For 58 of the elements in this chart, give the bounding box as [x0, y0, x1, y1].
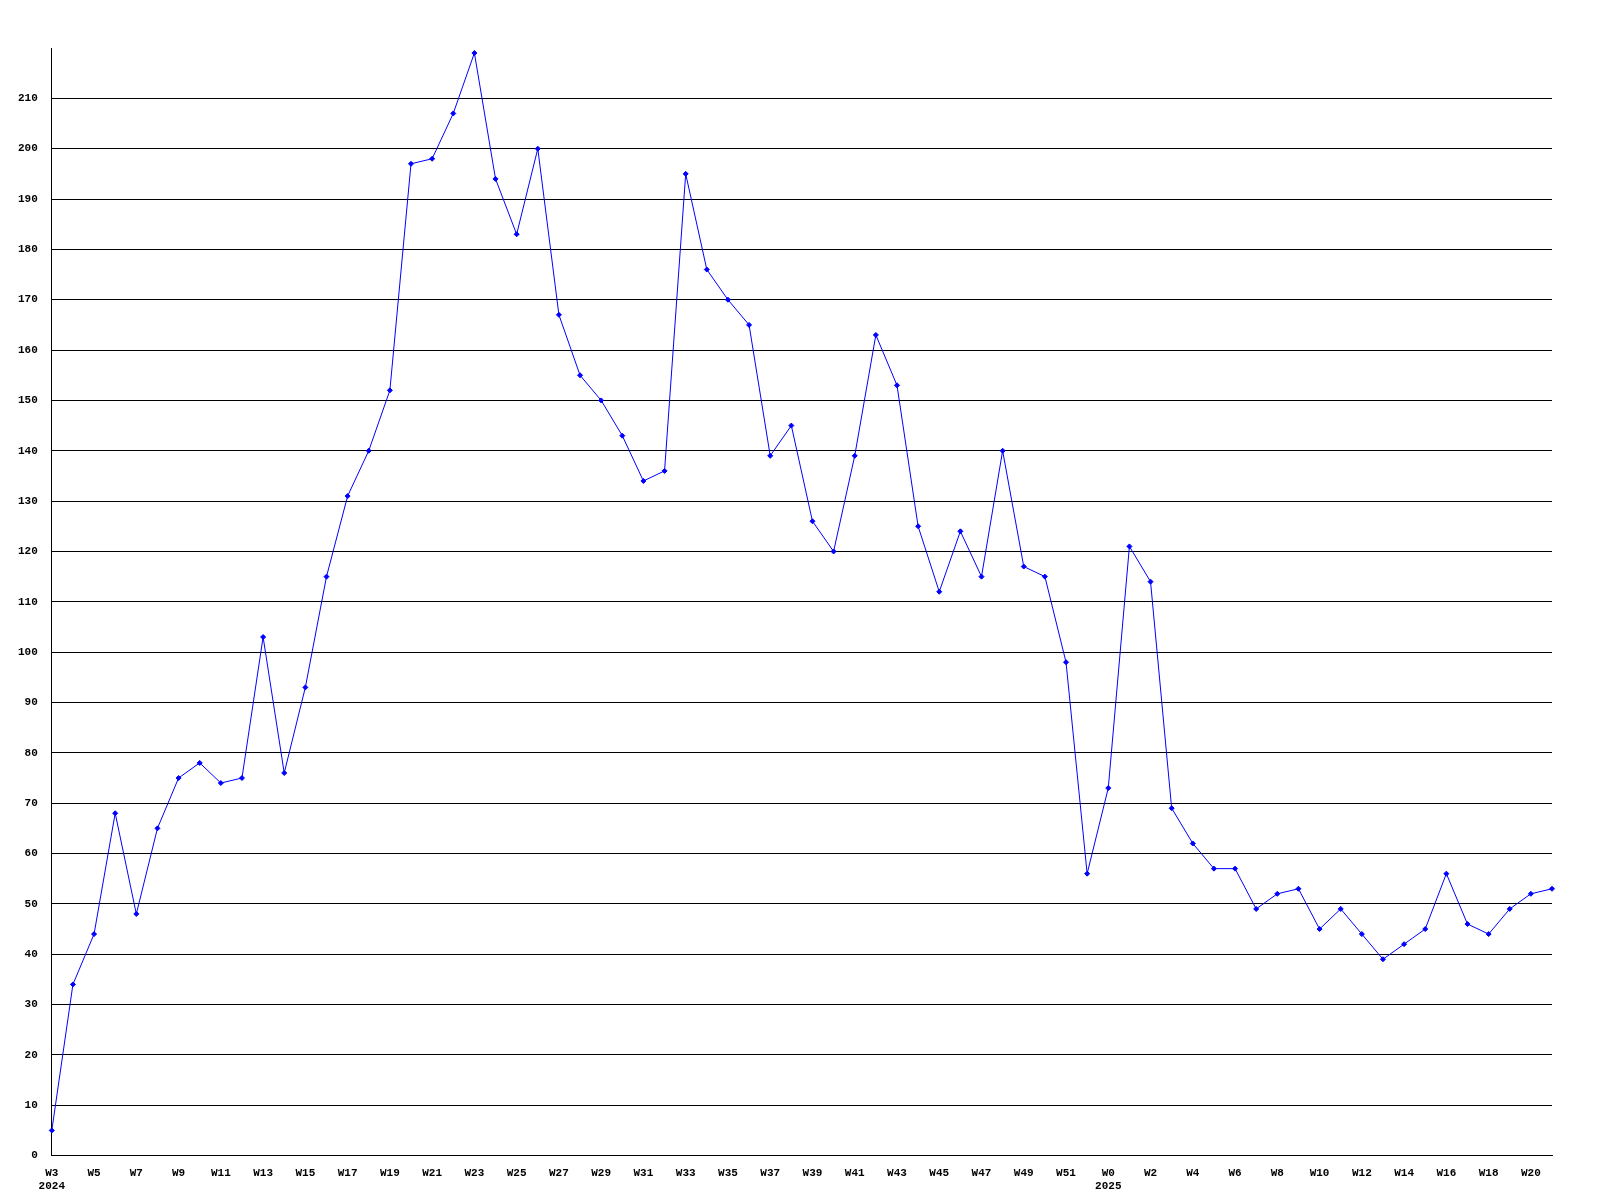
x-tick-label: W6 — [1228, 1166, 1242, 1179]
x-tick-label: W19 — [379, 1166, 400, 1179]
x-tick-label: W25 — [506, 1166, 527, 1179]
x-tick-label: W18 — [1478, 1166, 1499, 1179]
x-tick-label: W9 — [171, 1166, 186, 1179]
y-tick-label: 50 — [24, 897, 38, 910]
x-tick-label: W21 — [422, 1166, 443, 1179]
x-tick-label: W11 — [210, 1166, 232, 1179]
x-tick-label: W13 — [253, 1166, 274, 1179]
x-tick-label: W37 — [760, 1166, 781, 1179]
x-tick-label: W12 — [1351, 1166, 1372, 1179]
x-tick-label: W8 — [1270, 1166, 1285, 1179]
x-tick-label: W27 — [549, 1166, 569, 1179]
y-tick-label: 180 — [17, 243, 38, 256]
x-tick-label: W31 — [633, 1166, 654, 1179]
x-tick-label: W2 — [1143, 1166, 1158, 1179]
y-tick-label: 20 — [24, 1048, 38, 1061]
y-tick-label: 40 — [24, 947, 38, 960]
x-tick-label: W14 — [1394, 1166, 1415, 1179]
y-tick-label: 170 — [17, 293, 38, 306]
y-tick-label: 70 — [24, 796, 38, 809]
x-tick-label: W10 — [1309, 1166, 1330, 1179]
y-tick-label: 210 — [17, 92, 38, 105]
y-tick-label: 120 — [17, 545, 38, 558]
x-tick-label: W51 — [1056, 1166, 1077, 1179]
x-tick-label: W0 2025 — [1095, 1166, 1122, 1193]
x-tick-label: W20 — [1520, 1166, 1541, 1179]
x-tick-label: W47 — [971, 1166, 992, 1179]
y-tick-label: 140 — [17, 444, 38, 457]
x-tick-label: W45 — [929, 1166, 950, 1179]
y-tick-label: 110 — [17, 595, 38, 608]
x-tick-label: W35 — [718, 1166, 739, 1179]
x-tick-label: W43 — [887, 1166, 908, 1179]
y-tick-label: 60 — [24, 847, 38, 860]
y-tick-label: 0 — [31, 1149, 38, 1162]
y-tick-label: 190 — [17, 192, 38, 205]
x-tick-label: W5 — [87, 1166, 102, 1179]
x-tick-label: W41 — [844, 1166, 866, 1179]
y-tick-label: 200 — [17, 142, 38, 155]
y-tick-label: 100 — [17, 645, 38, 658]
y-tick-label: 150 — [17, 394, 38, 407]
y-tick-label: 160 — [17, 343, 38, 356]
x-tick-label: W39 — [802, 1166, 823, 1179]
y-tick-label: 30 — [24, 998, 38, 1011]
y-tick-label: 90 — [24, 696, 38, 709]
x-tick-label: W49 — [1013, 1166, 1034, 1179]
y-tick-label: 130 — [17, 494, 38, 507]
x-tick-label: W29 — [591, 1166, 612, 1179]
x-tick-label: W23 — [464, 1166, 485, 1179]
x-tick-label: W33 — [675, 1166, 696, 1179]
x-tick-label: W17 — [337, 1166, 358, 1179]
x-tick-label: W7 — [129, 1166, 143, 1179]
y-tick-label: 10 — [24, 1099, 38, 1112]
y-tick-label: 80 — [24, 746, 38, 759]
x-tick-label: W3 2024 — [38, 1166, 66, 1193]
x-tick-label: W16 — [1436, 1166, 1457, 1179]
x-tick-label: W15 — [295, 1166, 316, 1179]
x-tick-label: W4 — [1186, 1166, 1200, 1179]
